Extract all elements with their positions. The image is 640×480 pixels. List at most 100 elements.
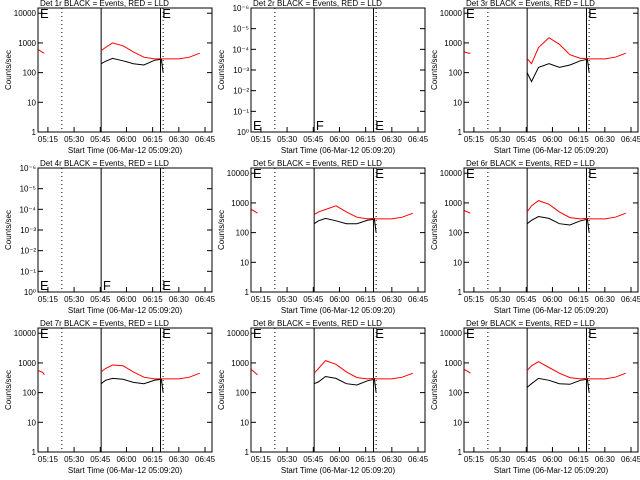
y-tick-label: 10⁻³ (233, 66, 249, 75)
x-tick-label: 05:15 (251, 295, 272, 304)
annotation: E (162, 6, 171, 21)
y-tick-label: 10 (27, 418, 36, 427)
y-tick-label: 10⁻² (233, 87, 249, 96)
x-tick-label: 06:15 (356, 295, 377, 304)
x-axis-label: Start Time (06-Mar-12 05:09:20) (281, 306, 396, 315)
x-tick-label: 05:30 (64, 455, 85, 464)
y-axis-label: Counts/sec (430, 370, 439, 410)
x-tick-label: 06:00 (542, 135, 563, 144)
x-tick-label: 06:00 (542, 455, 563, 464)
y-tick-label: 10 (453, 418, 462, 427)
plot-frame (37, 7, 213, 133)
x-tick-label: 05:15 (251, 455, 272, 464)
y-tick-label: 100 (449, 69, 463, 78)
x-tick-label: 06:30 (169, 135, 190, 144)
x-tick-label: 06:00 (329, 455, 350, 464)
x-tick-label: 05:45 (516, 455, 537, 464)
x-tick-label: 06:00 (116, 135, 137, 144)
y-axis-label: Counts/sec (217, 370, 226, 410)
panel-title: Det 1r BLACK = Events, RED = LLD (40, 0, 169, 8)
x-tick-label: 06:00 (329, 135, 350, 144)
x-tick-label: 06:15 (143, 295, 164, 304)
y-tick-label: 10 (240, 418, 249, 427)
x-tick-label: 05:15 (38, 455, 59, 464)
y-tick-label: 1000 (444, 39, 462, 48)
series-line (464, 200, 626, 220)
y-axis-label: Counts/sec (217, 210, 226, 250)
x-tick-label: 06:45 (621, 455, 640, 464)
annotation: F (316, 118, 324, 133)
y-axis-label: Counts/sec (4, 370, 13, 410)
y-tick-label: 1000 (231, 199, 249, 208)
panel-title: Det 7r BLACK = Events, RED = LLD (40, 319, 169, 328)
x-tick-label: 05:45 (90, 295, 111, 304)
series-line (100, 57, 164, 73)
y-tick-label: 100 (236, 229, 250, 238)
y-tick-label: 10⁻¹ (20, 267, 36, 276)
x-tick-label: 06:45 (195, 135, 216, 144)
y-tick-label: 10⁻¹ (233, 107, 249, 116)
series-line (526, 215, 590, 233)
x-tick-label: 05:30 (64, 135, 85, 144)
y-tick-label: 100 (23, 69, 37, 78)
x-tick-label: 05:15 (464, 135, 485, 144)
x-tick-label: 06:15 (143, 455, 164, 464)
x-axis-label: Start Time (06-Mar-12 05:09:20) (494, 466, 609, 475)
y-tick-label: 10⁻⁴ (19, 205, 36, 214)
y-tick-label: 100 (236, 389, 250, 398)
series-line (526, 377, 590, 393)
y-tick-label: 100 (449, 229, 463, 238)
x-tick-label: 06:15 (356, 455, 377, 464)
x-tick-label: 06:00 (116, 295, 137, 304)
panel-title: Det 6r BLACK = Events, RED = LLD (466, 159, 595, 168)
x-tick-label: 06:15 (569, 295, 590, 304)
series-line (464, 361, 626, 380)
x-tick-label: 06:30 (169, 455, 190, 464)
x-tick-label: 05:15 (251, 135, 272, 144)
y-tick-label: 10 (240, 258, 249, 267)
y-tick-label: 10 (27, 98, 36, 107)
y-axis-label: Counts/sec (430, 50, 439, 90)
panel-title: Det 3r BLACK = Events, RED = LLD (466, 0, 595, 8)
x-tick-label: 05:30 (490, 295, 511, 304)
y-tick-label: 1 (32, 128, 37, 137)
y-tick-label: 10⁰ (24, 288, 36, 297)
y-tick-label: 10000 (14, 329, 37, 338)
x-tick-label: 05:15 (38, 295, 59, 304)
y-tick-label: 10⁻⁵ (20, 185, 36, 194)
y-axis-label: Counts/sec (4, 210, 13, 250)
x-tick-label: 06:45 (408, 295, 429, 304)
x-tick-label: 05:30 (277, 295, 298, 304)
annotation: E (253, 118, 262, 133)
annotation: E (40, 326, 49, 341)
series-line (250, 360, 413, 380)
x-axis-label: Start Time (06-Mar-12 05:09:20) (68, 306, 183, 315)
annotation: E (375, 166, 384, 181)
y-tick-label: 10⁻⁵ (233, 25, 249, 34)
annotation: E (253, 166, 262, 181)
series-line (38, 42, 200, 60)
annotation: E (162, 326, 171, 341)
y-tick-label: 10000 (440, 169, 463, 178)
x-tick-label: 06:15 (356, 135, 377, 144)
x-tick-label: 05:45 (516, 135, 537, 144)
series-line (313, 217, 377, 233)
series-line (251, 205, 413, 220)
x-tick-label: 05:45 (90, 455, 111, 464)
y-tick-label: 1 (32, 448, 37, 457)
y-tick-label: 1 (245, 448, 250, 457)
annotation: E (466, 166, 475, 181)
panel-title: Det 9r BLACK = Events, RED = LLD (466, 319, 595, 328)
x-tick-label: 05:15 (464, 455, 485, 464)
x-tick-label: 06:30 (595, 455, 616, 464)
x-axis-label: Start Time (06-Mar-12 05:09:20) (68, 146, 183, 155)
y-tick-label: 10000 (227, 169, 250, 178)
x-tick-label: 06:45 (195, 295, 216, 304)
y-axis-label: Counts/sec (217, 50, 226, 90)
x-tick-label: 06:45 (408, 455, 429, 464)
annotation: E (162, 278, 171, 293)
x-tick-label: 06:30 (382, 295, 403, 304)
x-tick-label: 05:45 (516, 295, 537, 304)
y-tick-label: 10⁰ (237, 128, 249, 137)
